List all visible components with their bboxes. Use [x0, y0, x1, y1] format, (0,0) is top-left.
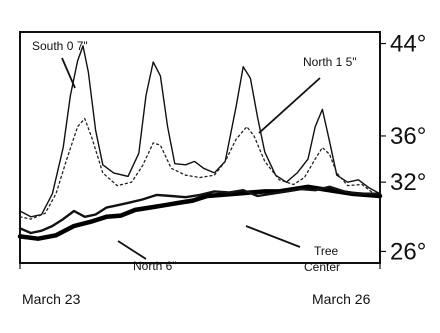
y-tick-label-1: 32°	[390, 169, 426, 196]
y-tick-label-0: 26°	[390, 238, 426, 265]
north-1-5-label: North 1 5"	[303, 55, 357, 69]
y-axis: 26° 32° 36° 44°	[380, 31, 426, 265]
plot-frame	[19, 31, 381, 264]
north-6-label: North 6"	[133, 259, 177, 273]
series-line-0	[19, 45, 381, 218]
series-line-1	[19, 117, 381, 220]
north-6-arrow	[117, 240, 147, 260]
series-layer	[17, 45, 383, 241]
x-tick-label-0: March 23	[22, 291, 81, 307]
x-axis: March 23 March 26	[19, 263, 381, 307]
south-label: South 0 7"	[32, 39, 88, 53]
y-tick-label-3: 44°	[390, 31, 426, 58]
tree-center-arrow	[245, 225, 301, 248]
x-tick-label-1: March 26	[312, 291, 371, 307]
series-line-3	[18, 185, 382, 235]
center-label: Center	[304, 260, 340, 274]
tree-label: Tree	[314, 244, 339, 258]
south-arrow	[61, 57, 76, 89]
annotation-layer: South 0 7" North 1 5" North 6" Tree Cent…	[32, 39, 357, 274]
north-1-5-arrow	[258, 77, 321, 134]
y-tick-label-2: 36°	[390, 123, 426, 150]
